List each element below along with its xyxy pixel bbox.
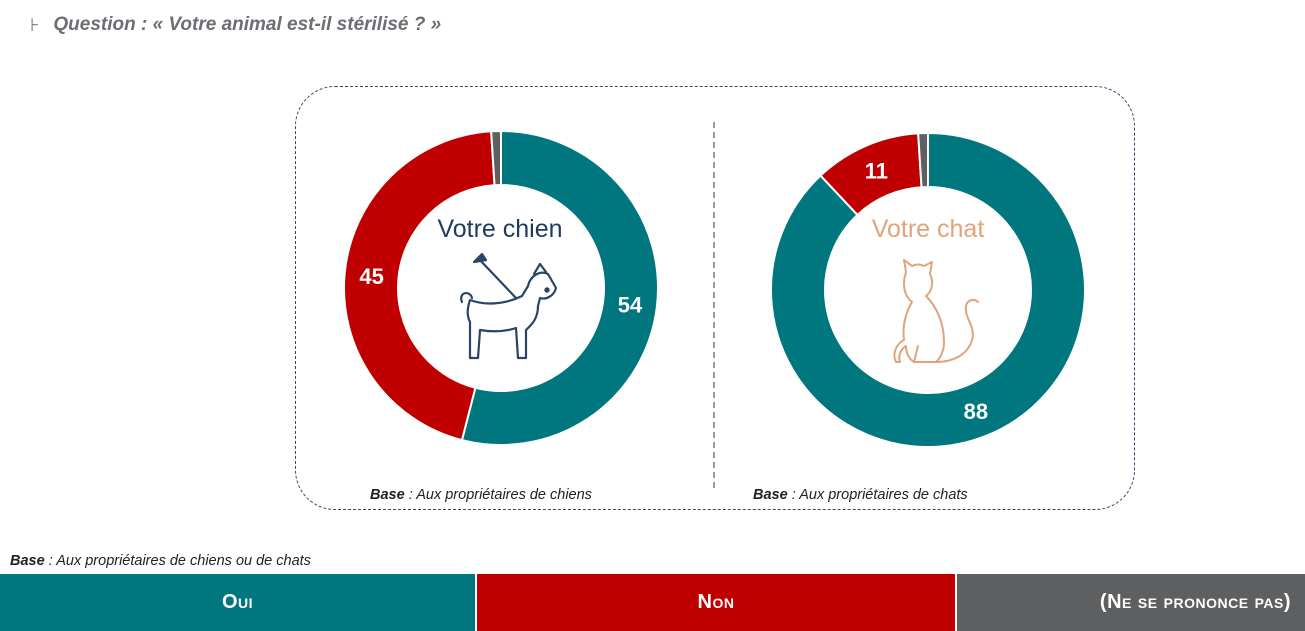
- dog-base-note: Base : Aux propriétaires de chiens: [370, 487, 592, 503]
- data-label-non: 11: [865, 159, 888, 184]
- legend-bar: Oui Non (Ne se prononce pas): [0, 574, 1305, 631]
- charts-panel: [295, 86, 1135, 510]
- bullet-marker-icon: ⊦: [30, 14, 40, 35]
- dog-donut-chart: 54 45: [343, 129, 659, 446]
- dog-chart-title: Votre chien: [437, 215, 562, 243]
- donut-segment-non: [343, 130, 496, 442]
- legend-oui: Oui: [0, 574, 475, 631]
- cat-donut-chart: 88 11: [770, 131, 1086, 448]
- cat-sitting-icon: [893, 259, 979, 363]
- cat-base-note: Base : Aux propriétaires de chats: [753, 487, 968, 503]
- footer-base-note: Base : Aux propriétaires de chiens ou de…: [10, 553, 311, 569]
- cat-chart-title: Votre chat: [872, 215, 985, 243]
- donut-segment-oui: [770, 131, 1086, 448]
- panel-divider: [713, 122, 715, 488]
- data-label-non: 45: [359, 264, 383, 289]
- donut-segment-nsp: [490, 129, 502, 187]
- donut-segment-nsp: [917, 131, 929, 189]
- question-text: Question : « Votre animal est-il stérili…: [53, 14, 442, 35]
- dog-on-leash-icon: [460, 252, 558, 360]
- donut-segment-oui: [460, 129, 659, 446]
- question-header: ⊦ Question : « Votre animal est-il stéri…: [30, 12, 441, 38]
- legend-non: Non: [475, 574, 955, 631]
- data-label-oui: 54: [618, 292, 643, 317]
- legend-ne-se-prononce-pas: (Ne se prononce pas): [955, 574, 1305, 631]
- data-label-oui: 88: [964, 399, 988, 424]
